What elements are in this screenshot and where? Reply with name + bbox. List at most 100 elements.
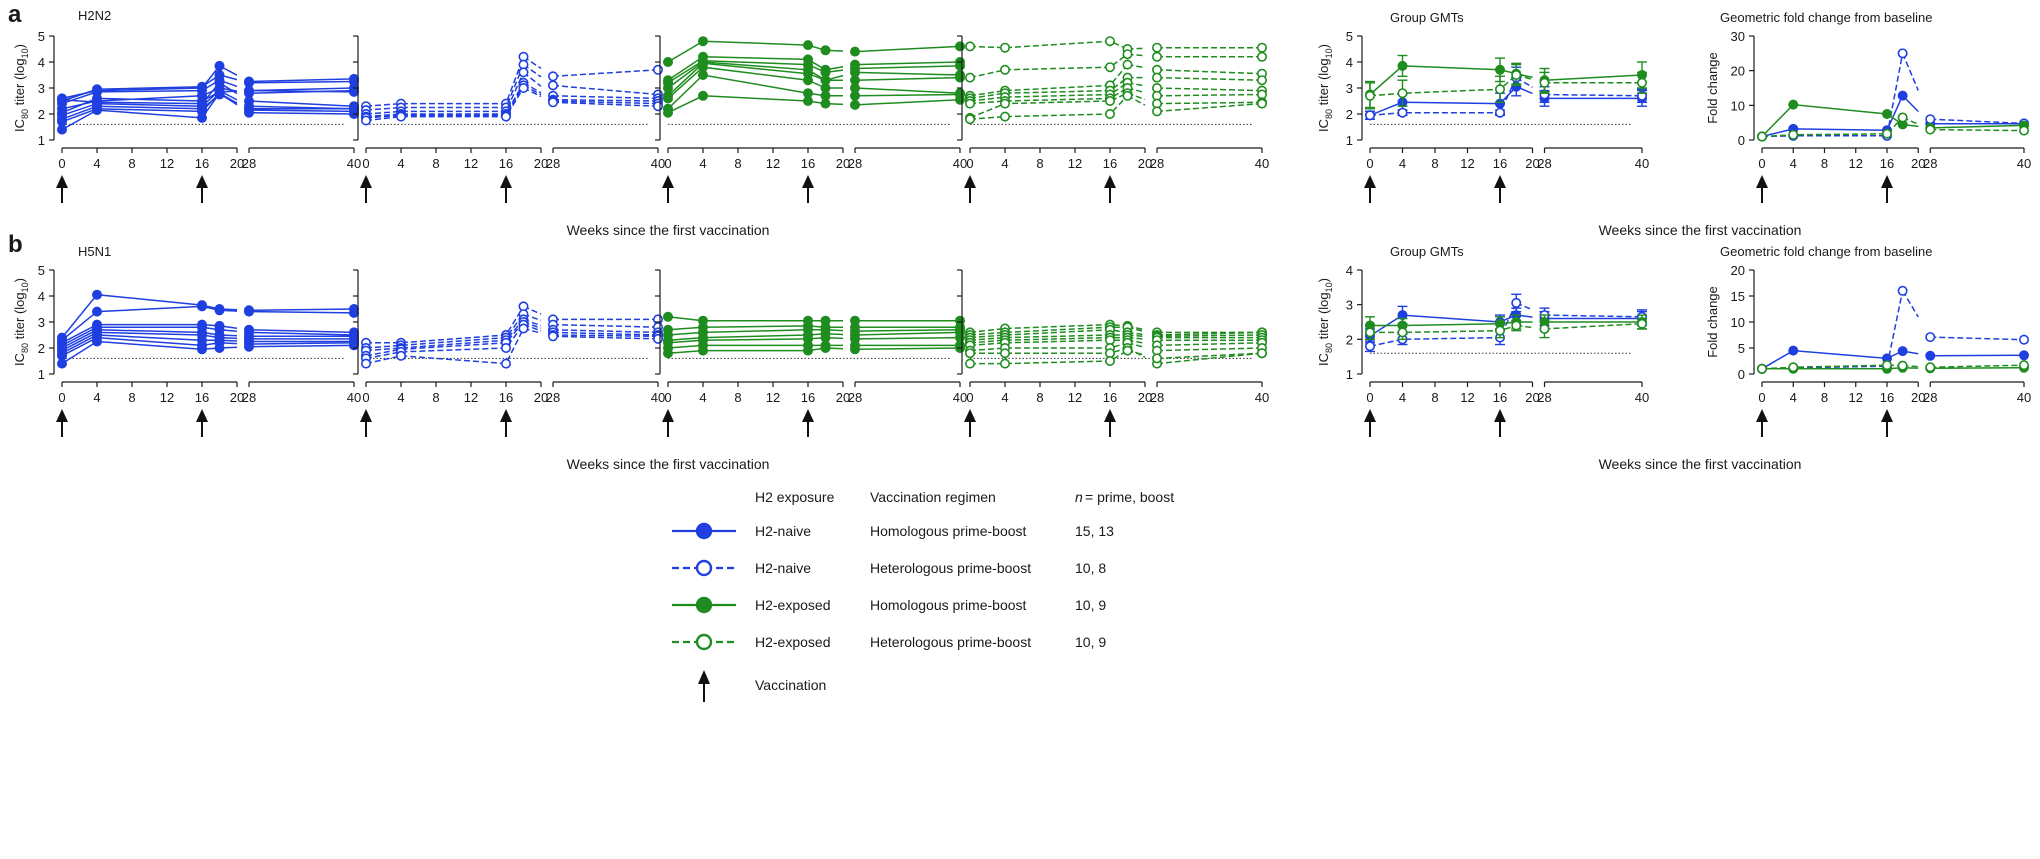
x-tick-label: 8 <box>432 390 439 405</box>
y-tick-label: 10 <box>1731 98 1745 113</box>
gmt-ylabel: IC80 titer (log10) <box>1316 44 1334 132</box>
series-line <box>61 74 220 102</box>
legend-n: 15, 13 <box>1075 523 1114 539</box>
series-line <box>1762 367 1903 370</box>
x-tick-label: 8 <box>734 156 741 171</box>
data-point-open <box>964 98 975 109</box>
x-tick-label: 4 <box>397 156 404 171</box>
y-tick-label: 1 <box>1346 367 1353 382</box>
x-tick-label: 28 <box>1537 390 1551 405</box>
y-tick-label: 4 <box>1346 263 1353 278</box>
x-tick-label: 28 <box>1923 390 1937 405</box>
x-axis-title: Weeks since the first vaccination <box>567 222 770 238</box>
data-point-open <box>1925 124 1936 135</box>
series-line <box>1369 302 1517 348</box>
y-tick-label: 0 <box>1738 367 1745 382</box>
data-point-filled <box>1397 60 1408 71</box>
data-point-filled <box>697 36 708 47</box>
data-point-open <box>2019 125 2030 136</box>
ylabel-part: IC <box>1316 119 1331 132</box>
ylabel-part: ) <box>1316 44 1331 48</box>
x-tick-label: 40 <box>347 156 361 171</box>
data-point-open <box>360 358 371 369</box>
data-point-filled <box>662 56 673 67</box>
data-point-open <box>1788 362 1799 373</box>
ylabel-part: IC <box>1316 353 1331 366</box>
series-line <box>61 340 220 365</box>
x-tick-label: 0 <box>1366 156 1373 171</box>
series-line <box>365 82 525 118</box>
data-point-filled <box>1788 99 1799 110</box>
series-line <box>61 90 220 117</box>
y-tick-label: 5 <box>38 29 45 44</box>
legend-exposure: H2-exposed <box>755 597 831 613</box>
series-line <box>1930 367 2025 370</box>
legend-entry: H2-naive Homologous prime-boost 15, 13 <box>672 522 1114 540</box>
series-line <box>248 109 355 113</box>
legend-n: 10, 9 <box>1075 634 1106 650</box>
series-line <box>854 61 961 66</box>
data-point-open <box>999 358 1010 369</box>
data-point-filled <box>849 90 860 101</box>
data-point-filled <box>662 348 673 359</box>
x-tick-label: 0 <box>58 156 65 171</box>
x-tick-label: 16 <box>801 390 815 405</box>
x-tick-label: 0 <box>362 156 369 171</box>
vaccination-arrowhead <box>802 175 814 188</box>
series-line <box>969 326 1128 336</box>
series-line <box>969 339 1128 347</box>
series-line <box>248 308 355 312</box>
vaccination-arrowhead <box>964 175 976 188</box>
ylabel-part: ) <box>12 44 27 48</box>
data-point-filled <box>1897 346 1908 357</box>
legend-vaccination-label: Vaccination <box>755 677 826 693</box>
data-point-filled <box>197 112 208 123</box>
series-line <box>1156 352 1263 360</box>
data-point-filled <box>662 93 673 104</box>
data-point-filled <box>802 40 813 51</box>
x-tick-label: 20 <box>1138 156 1152 171</box>
legend-marker-filled <box>695 522 713 540</box>
y-tick-label: 3 <box>38 81 45 96</box>
x-tick-label: 8 <box>128 390 135 405</box>
data-point-filled <box>802 345 813 356</box>
vaccination-arrowhead <box>662 175 674 188</box>
series-line <box>61 336 220 357</box>
x-tick-label: 0 <box>966 390 973 405</box>
data-point-open <box>500 111 511 122</box>
x-tick-label: 28 <box>1537 156 1551 171</box>
data-point-open <box>500 342 511 353</box>
vaccination-arrowhead <box>1364 175 1376 188</box>
ylabel-part: 10 <box>1324 48 1334 58</box>
data-point-open <box>1105 109 1116 120</box>
series-line <box>1156 342 1263 347</box>
data-point-open <box>547 331 558 342</box>
series-line <box>248 89 355 93</box>
series-line <box>1761 95 1904 138</box>
data-point-open <box>1122 49 1133 60</box>
x-tick-label: 12 <box>1460 156 1474 171</box>
data-point-open <box>1539 323 1550 334</box>
series-line <box>366 306 525 344</box>
series-line <box>970 347 1128 354</box>
ylabel-part: 10 <box>20 282 30 292</box>
series-line <box>552 323 659 328</box>
series-line <box>61 79 220 105</box>
data-point-filled <box>197 301 208 312</box>
y-tick-label: 4 <box>1346 55 1353 70</box>
series-line <box>667 329 826 336</box>
series-line <box>552 334 659 338</box>
series-line <box>248 329 355 334</box>
data-point-open <box>547 80 558 91</box>
series-line <box>969 342 1128 352</box>
x-tick-label: 20 <box>836 390 850 405</box>
data-point-open <box>1757 363 1768 374</box>
data-point-filled <box>92 289 103 300</box>
y-tick-label: 20 <box>1731 64 1745 79</box>
series-line <box>248 111 355 115</box>
series-line <box>969 323 1128 334</box>
ylabel-part: 80 <box>20 343 30 353</box>
x-tick-label: 8 <box>1821 390 1828 405</box>
series-line <box>969 40 1128 50</box>
data-point-open <box>360 115 371 126</box>
